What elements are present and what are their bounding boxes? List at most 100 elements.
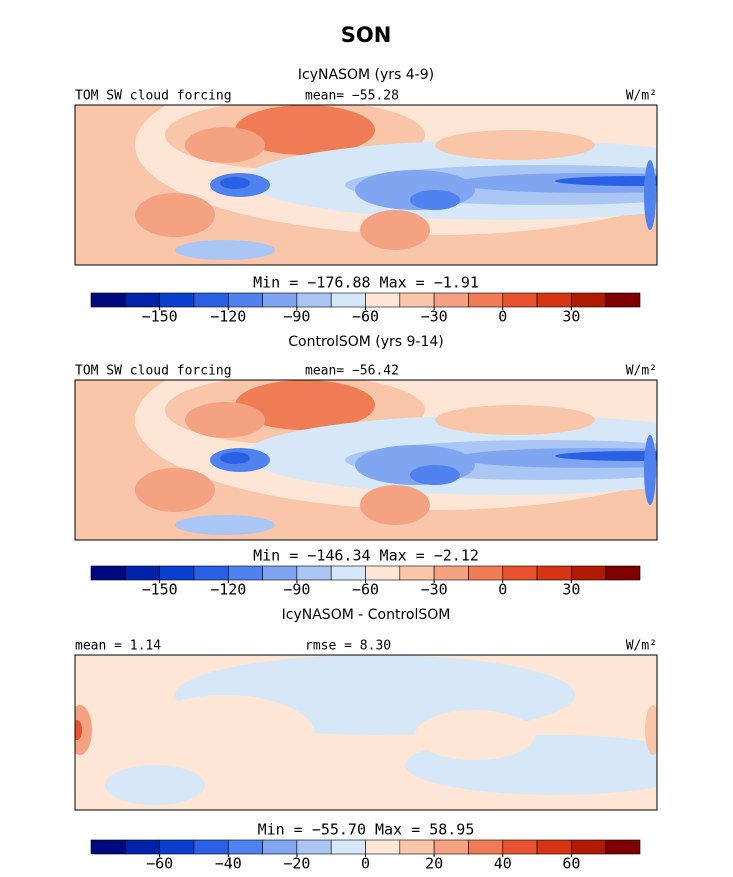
colorbar-box bbox=[468, 839, 504, 855]
colorbar-box bbox=[571, 565, 606, 581]
colorbar-box bbox=[159, 839, 195, 855]
colorbar-tick-label: −120 bbox=[210, 308, 246, 326]
colorbar-box bbox=[262, 292, 298, 308]
map-field bbox=[235, 105, 375, 155]
colorbar-tick-label: −40 bbox=[215, 855, 242, 873]
map-field bbox=[185, 402, 265, 438]
colorbar-tick-label: −60 bbox=[146, 855, 173, 873]
figure-title: SON bbox=[341, 23, 392, 47]
colorbar-tick-label: −90 bbox=[283, 308, 310, 326]
colorbar-box bbox=[227, 839, 263, 855]
colorbar-tick-label: −120 bbox=[210, 581, 246, 599]
map bbox=[75, 380, 657, 540]
map-field bbox=[555, 176, 657, 186]
map-field bbox=[644, 160, 656, 230]
colorbar-box bbox=[125, 839, 160, 855]
map-field bbox=[235, 380, 375, 430]
map-frame bbox=[74, 104, 658, 266]
colorbar-tick-label: 40 bbox=[494, 855, 512, 873]
map-field bbox=[415, 710, 535, 760]
colorbar-tick-label: −20 bbox=[283, 855, 310, 873]
colorbar-box bbox=[502, 839, 538, 855]
map-field bbox=[135, 695, 315, 775]
colorbar-box bbox=[296, 839, 332, 855]
map-field bbox=[645, 705, 657, 755]
colorbar-tick-label: −150 bbox=[142, 581, 178, 599]
map-field bbox=[410, 465, 460, 485]
colorbar-box bbox=[125, 565, 160, 581]
map-field bbox=[135, 193, 215, 237]
map-frame bbox=[74, 654, 658, 811]
colorbar-box bbox=[296, 565, 332, 581]
units: W/m² bbox=[626, 639, 657, 654]
map-field bbox=[185, 127, 265, 163]
colorbar-box bbox=[433, 839, 469, 855]
colorbar-tick-label: 30 bbox=[562, 581, 580, 599]
map-field bbox=[360, 485, 430, 525]
map-field bbox=[105, 765, 205, 805]
colorbar-box bbox=[468, 292, 504, 308]
colorbar-box bbox=[399, 292, 435, 308]
colorbar-box bbox=[605, 839, 641, 855]
colorbar-box bbox=[365, 292, 401, 308]
colorbar-box bbox=[605, 565, 641, 581]
units: W/m² bbox=[626, 89, 657, 104]
map-field bbox=[360, 210, 430, 250]
map-field bbox=[435, 405, 595, 435]
panel-label: mean = 1.14 bbox=[75, 639, 161, 654]
panel-label: TOM SW cloud forcing bbox=[75, 89, 232, 104]
panel-subtitle: IcyNASOM - ControlSOM bbox=[282, 607, 451, 623]
colorbar-box bbox=[227, 565, 263, 581]
panel-stat: rmse = 8.30 bbox=[305, 639, 391, 654]
colorbar-box bbox=[433, 292, 469, 308]
colorbar-box bbox=[159, 292, 195, 308]
colorbar-box bbox=[125, 292, 160, 308]
colorbar-box bbox=[90, 565, 126, 581]
colorbar-box bbox=[193, 839, 229, 855]
map-field bbox=[175, 240, 275, 260]
map-field bbox=[410, 190, 460, 210]
colorbar-tick-label: 0 bbox=[498, 581, 507, 599]
min-max: Min = −176.88 Max = −1.91 bbox=[253, 274, 479, 292]
colorbar-box bbox=[399, 565, 435, 581]
min-max: Min = −55.70 Max = 58.95 bbox=[258, 821, 475, 839]
map-field bbox=[75, 720, 82, 740]
panel-subtitle: IcyNASOM (yrs 4-9) bbox=[298, 67, 434, 83]
colorbar-box bbox=[536, 292, 572, 308]
colorbar-box bbox=[193, 292, 229, 308]
colorbar-tick-label: 0 bbox=[361, 855, 370, 873]
map-field bbox=[175, 515, 275, 535]
panel-stat: mean= −55.28 bbox=[305, 89, 399, 104]
panel-label: TOM SW cloud forcing bbox=[75, 364, 232, 379]
colorbar-box bbox=[330, 565, 366, 581]
min-max: Min = −146.34 Max = −2.12 bbox=[253, 547, 479, 565]
colorbar-box bbox=[571, 292, 606, 308]
colorbar-box bbox=[90, 292, 126, 308]
colorbar-box bbox=[365, 839, 401, 855]
colorbar-tick-label: 30 bbox=[562, 308, 580, 326]
colorbar-box bbox=[296, 292, 332, 308]
colorbar-box bbox=[262, 839, 298, 855]
map-field bbox=[435, 130, 595, 160]
colorbar-box bbox=[90, 839, 126, 855]
colorbar-box bbox=[227, 292, 263, 308]
map-field bbox=[555, 451, 657, 461]
map bbox=[75, 655, 657, 810]
colorbar-box bbox=[536, 839, 572, 855]
colorbar-box bbox=[571, 839, 606, 855]
colorbar-box bbox=[605, 292, 641, 308]
panel-stat: mean= −56.42 bbox=[305, 364, 399, 379]
colorbar-tick-label: 0 bbox=[498, 308, 507, 326]
colorbar-tick-label: −60 bbox=[352, 308, 379, 326]
units: W/m² bbox=[626, 364, 657, 379]
panel-subtitle: ControlSOM (yrs 9-14) bbox=[288, 334, 444, 350]
colorbar-box bbox=[330, 839, 366, 855]
colorbar-box bbox=[330, 292, 366, 308]
colorbar-box bbox=[433, 565, 469, 581]
colorbar-tick-label: −60 bbox=[352, 581, 379, 599]
colorbar-box bbox=[159, 565, 195, 581]
map-field bbox=[220, 452, 250, 464]
map-field bbox=[75, 705, 92, 755]
colorbar-box bbox=[502, 292, 538, 308]
